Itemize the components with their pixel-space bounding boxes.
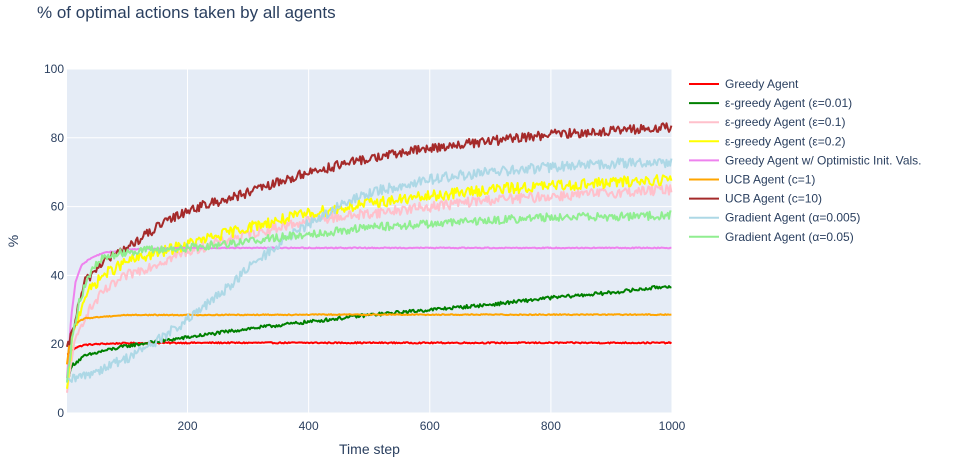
legend-label: Greedy Agent bbox=[725, 77, 799, 91]
legend-item[interactable]: Gradient Agent (α=0.005) bbox=[689, 211, 860, 225]
series-line bbox=[66, 122, 673, 348]
legend-item[interactable]: UCB Agent (c=1) bbox=[689, 173, 815, 187]
legend-item[interactable]: ε-greedy Agent (ε=0.01) bbox=[689, 96, 852, 110]
legend-label: ε-greedy Agent (ε=0.01) bbox=[725, 96, 852, 110]
y-tick-label: 40 bbox=[51, 268, 65, 282]
y-axis-title: % bbox=[5, 235, 21, 247]
tick-labels: 200 400 600 800 1000 0 20 40 60 80 100 bbox=[44, 62, 686, 433]
chart-title: % of optimal actions taken by all agents bbox=[37, 3, 336, 22]
x-tick-label: 400 bbox=[299, 419, 319, 433]
y-tick-label: 80 bbox=[51, 131, 65, 145]
legend-item[interactable]: Greedy Agent w/ Optimistic Init. Vals. bbox=[689, 153, 922, 167]
x-tick-label: 800 bbox=[541, 419, 561, 433]
legend-item[interactable]: ε-greedy Agent (ε=0.2) bbox=[689, 134, 845, 148]
legend-label: Gradient Agent (α=0.05) bbox=[725, 230, 854, 244]
x-tick-label: 1000 bbox=[659, 419, 686, 433]
series-line bbox=[66, 157, 673, 383]
legend-label: Greedy Agent w/ Optimistic Init. Vals. bbox=[725, 153, 922, 167]
y-tick-label: 100 bbox=[44, 62, 64, 76]
legend-label: Gradient Agent (α=0.005) bbox=[725, 211, 860, 225]
y-tick-label: 0 bbox=[57, 406, 64, 420]
legend[interactable]: Greedy Agent ε-greedy Agent (ε=0.01) ε-gre… bbox=[689, 77, 922, 244]
series-line bbox=[66, 313, 672, 365]
series-layer bbox=[66, 122, 673, 393]
legend-item[interactable]: Gradient Agent (α=0.05) bbox=[689, 230, 854, 244]
x-tick-label: 600 bbox=[420, 419, 440, 433]
legend-label: ε-greedy Agent (ε=0.1) bbox=[725, 115, 845, 129]
series-line bbox=[66, 210, 672, 383]
legend-label: ε-greedy Agent (ε=0.2) bbox=[725, 134, 845, 148]
legend-label: UCB Agent (c=1) bbox=[725, 173, 815, 187]
y-tick-label: 20 bbox=[51, 337, 65, 351]
y-tick-label: 60 bbox=[51, 200, 65, 214]
series-line bbox=[66, 341, 673, 356]
plot-background bbox=[67, 69, 672, 413]
series-line bbox=[66, 184, 673, 393]
legend-label: UCB Agent (c=10) bbox=[725, 192, 822, 206]
legend-item[interactable]: Greedy Agent bbox=[689, 77, 799, 91]
x-tick-label: 200 bbox=[177, 419, 197, 433]
x-axis-title: Time step bbox=[339, 441, 400, 457]
legend-item[interactable]: UCB Agent (c=10) bbox=[689, 192, 822, 206]
legend-item[interactable]: ε-greedy Agent (ε=0.1) bbox=[689, 115, 845, 129]
